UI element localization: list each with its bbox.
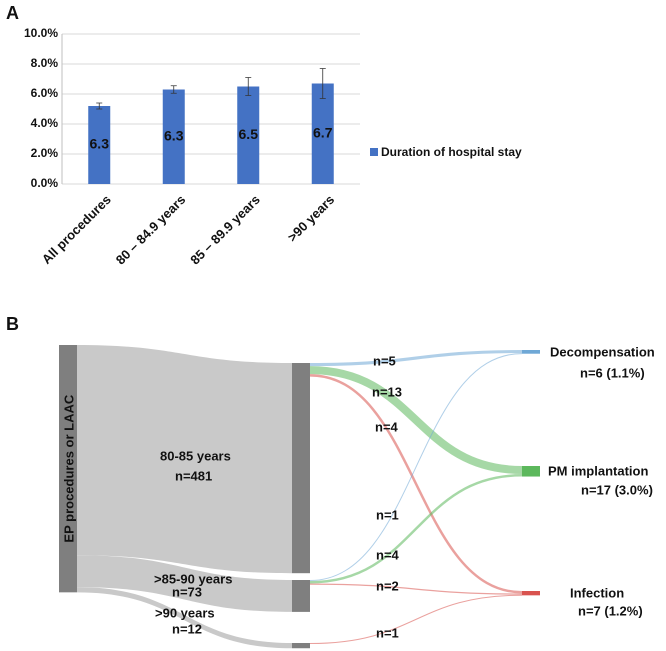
- x-tick-label: 80 – 84.9 years: [113, 192, 189, 268]
- bar-label: 6.7: [313, 124, 333, 140]
- panel-label: B: [6, 314, 19, 334]
- legend-label: Duration of hospital stay: [381, 145, 522, 159]
- link-label: n=1: [376, 507, 399, 522]
- outcome-label: Infection: [570, 585, 624, 600]
- outcome-node: [522, 466, 540, 477]
- bar: [237, 86, 260, 184]
- bar: [311, 83, 334, 184]
- error-bar: [245, 77, 252, 96]
- legend-swatch: [370, 148, 378, 156]
- link: [309, 583, 523, 595]
- y-tick-label: 10.0%: [24, 26, 58, 40]
- link-label: n=5: [373, 353, 396, 368]
- link: [309, 594, 523, 644]
- x-tick-label: 85 – 89.9 years: [187, 192, 263, 268]
- group-n: n=481: [175, 468, 212, 483]
- bar: [88, 106, 111, 184]
- error-bar: [170, 85, 177, 94]
- error-bar: [319, 68, 326, 99]
- source-node-label: EP procedures or LAAC: [61, 394, 76, 542]
- link: [309, 366, 523, 475]
- group-label: >90 years: [155, 605, 215, 620]
- bar-label: 6.5: [239, 126, 259, 142]
- flow: [77, 587, 292, 649]
- outcome-label: PM implantation: [548, 463, 648, 478]
- link-label: n=4: [376, 547, 400, 562]
- link-label: n=2: [376, 578, 399, 593]
- link-label: n=13: [372, 384, 402, 399]
- link-label: n=1: [376, 625, 399, 640]
- link: [309, 350, 523, 367]
- x-tick-label: All procedures: [39, 192, 114, 267]
- flow: [77, 555, 292, 612]
- y-tick-label: 8.0%: [31, 56, 59, 70]
- bar-label: 6.3: [90, 136, 110, 152]
- y-tick-label: 2.0%: [31, 146, 59, 160]
- source-node: [59, 345, 77, 593]
- link: [309, 353, 523, 581]
- bar-label: 6.3: [164, 127, 184, 143]
- y-tick-label: 0.0%: [31, 176, 59, 190]
- panel-label: A: [6, 3, 19, 23]
- x-tick-label: >90 years: [285, 192, 338, 245]
- group-node: [292, 363, 310, 574]
- group-node: [292, 580, 310, 612]
- outcome-n: n=17 (3.0%): [581, 482, 653, 497]
- outcome-node: [522, 350, 540, 354]
- link-label: n=4: [375, 419, 399, 434]
- group-label: >85-90 years: [154, 571, 232, 586]
- link: [309, 374, 523, 594]
- group-n: n=12: [172, 621, 202, 636]
- y-tick-label: 6.0%: [31, 86, 59, 100]
- outcome-node: [522, 591, 540, 596]
- link: [309, 474, 523, 584]
- bar: [162, 89, 185, 184]
- group-node: [292, 643, 310, 649]
- y-tick-label: 4.0%: [31, 116, 59, 130]
- flow: [77, 345, 292, 574]
- outcome-n: n=6 (1.1%): [580, 365, 645, 380]
- group-label: 80-85 years: [160, 448, 231, 463]
- outcome-label: Decompensation: [550, 344, 655, 359]
- outcome-n: n=7 (1.2%): [578, 603, 643, 618]
- group-n: n=73: [172, 584, 202, 599]
- error-bar: [96, 102, 103, 110]
